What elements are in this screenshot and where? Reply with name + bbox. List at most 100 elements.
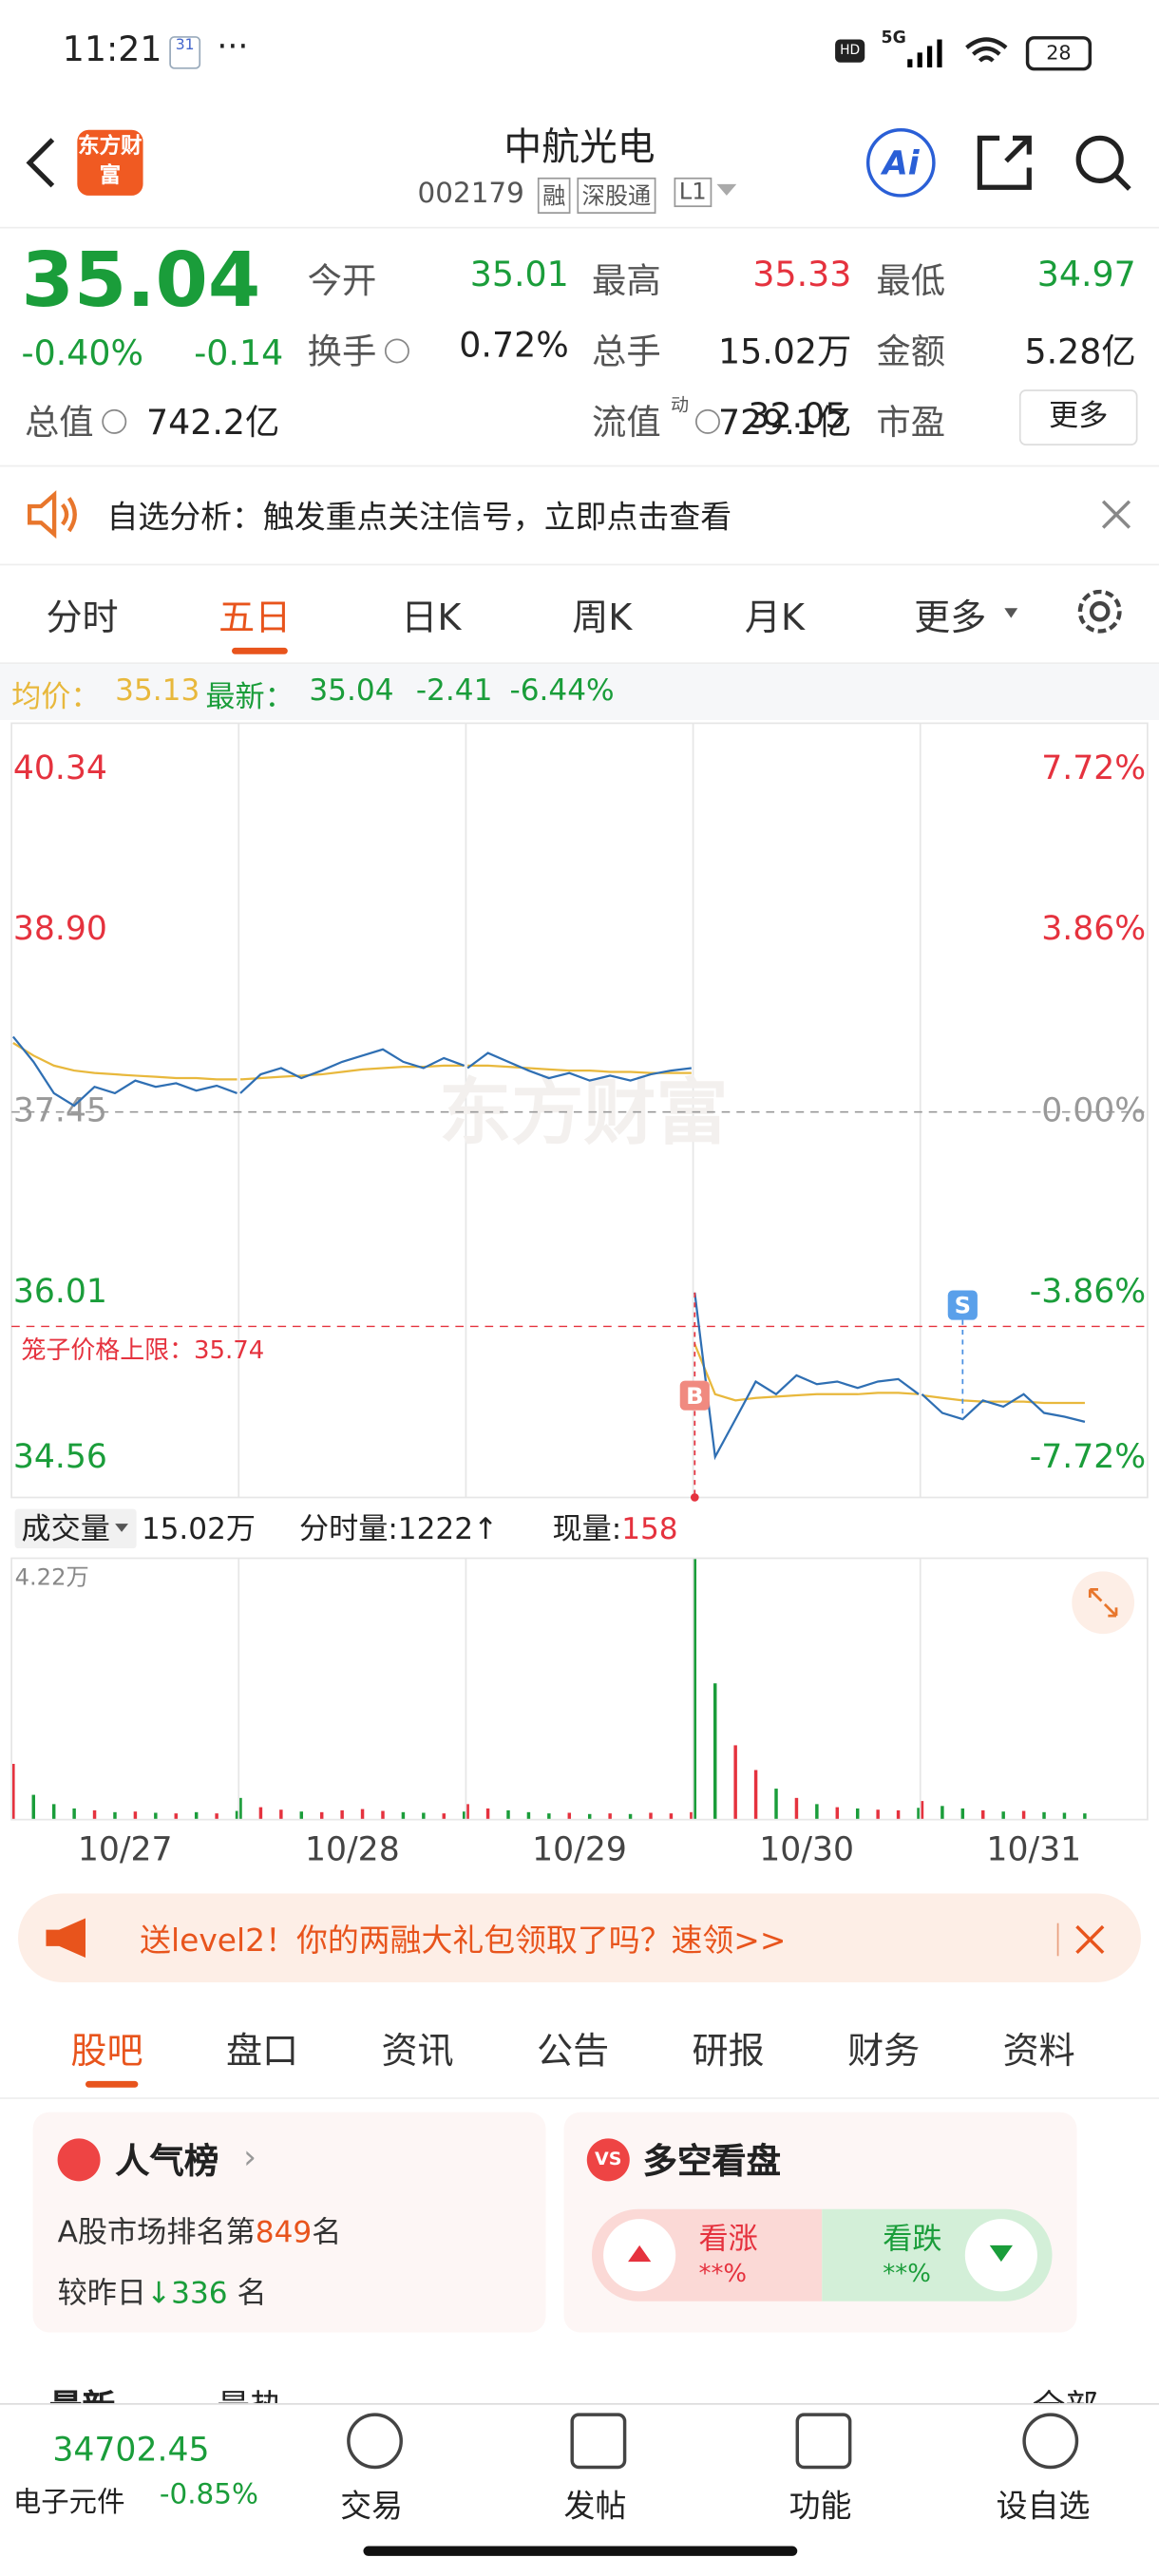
field-label: 今开	[307, 261, 377, 301]
divider	[0, 464, 1159, 467]
divider	[0, 563, 1159, 566]
y-tick-label: 34.56	[13, 1438, 107, 1476]
home-indicator	[363, 2546, 798, 2556]
latest-label: 最新：	[205, 680, 294, 715]
volume-bar	[1042, 1811, 1046, 1820]
volume-bar	[92, 1809, 97, 1820]
tab[interactable]: 月K	[744, 597, 805, 640]
tab[interactable]: 五日	[218, 597, 292, 640]
section-tab[interactable]: 公告	[537, 2031, 610, 2074]
status-time: 11:21	[62, 29, 162, 69]
volume-bar	[442, 1813, 446, 1820]
text-span: 158	[621, 1512, 677, 1546]
tab[interactable]: 日K	[401, 597, 462, 640]
section-tab[interactable]: 资料	[1002, 2031, 1075, 2074]
buy-marker: B	[686, 1383, 703, 1410]
info-bar	[0, 664, 1159, 720]
volume-bar	[855, 1808, 860, 1820]
volume-bar	[319, 1811, 324, 1820]
volume-bar	[422, 1812, 426, 1820]
x-tick-label: 10/28	[305, 1831, 400, 1869]
back-button[interactable]	[20, 135, 63, 191]
avg-line	[12, 1042, 238, 1081]
section-tab[interactable]: 研报	[692, 2031, 765, 2074]
expand-icon	[1088, 1588, 1118, 1618]
nav-label[interactable]: 交易	[340, 2488, 403, 2526]
price-line	[921, 1392, 1086, 1423]
volume-bar	[649, 1812, 653, 1820]
volume-frame	[10, 1557, 1149, 1821]
index-value[interactable]: 34702.45	[52, 2429, 210, 2470]
index-change[interactable]: -0.85%	[159, 2478, 258, 2512]
up-arrow	[628, 2245, 652, 2263]
banner-close[interactable]	[1074, 1923, 1107, 1957]
dropdown-arrow	[1004, 608, 1018, 618]
delta-prefix: 较昨日	[57, 2276, 147, 2312]
pe-mark: 动	[671, 394, 690, 416]
volume-bar	[299, 1811, 304, 1820]
section-tab[interactable]: 财务	[847, 2031, 921, 2074]
volume-bar	[690, 1811, 694, 1820]
battery: 28	[1025, 36, 1092, 71]
divider	[0, 662, 1159, 665]
buy-marker-bg	[679, 1380, 710, 1411]
volume-bar	[360, 1809, 365, 1820]
index-name[interactable]: 电子元件	[12, 2487, 125, 2520]
price-line	[239, 1048, 466, 1094]
tab[interactable]: 分时	[46, 597, 119, 640]
dropdown-arrow	[716, 183, 737, 196]
tab-indicator	[232, 647, 288, 654]
volume-bar	[462, 1811, 466, 1820]
field-value: 35.01	[469, 255, 569, 294]
divider	[0, 226, 1159, 229]
section-tab[interactable]: 资讯	[381, 2031, 454, 2074]
volume-bar	[774, 1789, 778, 1820]
notice-text[interactable]: 自选分析：触发重点关注信号，立即点击查看	[106, 500, 732, 537]
latest-change: -2.41	[415, 673, 493, 709]
nav-label[interactable]: 设自选	[996, 2488, 1091, 2526]
share-button[interactable]	[973, 131, 1036, 194]
more-button[interactable]: 更多	[1018, 389, 1138, 445]
volume-bar	[215, 1813, 218, 1820]
popularity-card[interactable]	[32, 2112, 546, 2333]
y2-tick-label: -7.72%	[1030, 1438, 1146, 1476]
signal-icon	[907, 39, 942, 67]
volume-bar	[628, 1813, 633, 1820]
banner[interactable]	[18, 1893, 1141, 1982]
nav-label[interactable]: 发帖	[563, 2488, 627, 2526]
stock-name: 中航光电	[504, 126, 656, 170]
ai-button[interactable]: Ai	[865, 127, 936, 198]
volume-bar	[154, 1812, 158, 1820]
settings-button[interactable]	[1074, 585, 1126, 637]
nav-label[interactable]: 功能	[788, 2488, 852, 2526]
megaphone-icon	[46, 1918, 86, 1959]
rank: 849	[255, 2215, 313, 2251]
volume-bar	[526, 1811, 531, 1820]
close-button[interactable]	[1100, 498, 1133, 531]
nav-icon	[347, 2413, 403, 2470]
tab[interactable]: 更多	[914, 597, 987, 640]
section-tab[interactable]: 股吧	[70, 2031, 143, 2074]
volume-bar	[693, 1558, 697, 1820]
app-logo: 东方财富	[77, 129, 143, 196]
avg-line	[239, 1064, 465, 1081]
current-volume: 现量:158	[552, 1512, 677, 1546]
banner-text[interactable]: 送level2！你的两融大礼包领取了吗？速领>>	[140, 1923, 787, 1960]
y2-tick-label: 3.86%	[1041, 910, 1146, 948]
volume-bar	[238, 1797, 242, 1820]
more-dots: ···	[217, 26, 249, 66]
divider	[0, 2097, 1159, 2099]
y2-tick-label: 7.72%	[1041, 749, 1146, 787]
volume-bar	[258, 1807, 263, 1820]
field-value: 729.1亿	[718, 402, 852, 443]
field-label: 市盈	[876, 402, 946, 443]
tab[interactable]: 周K	[572, 597, 633, 640]
search-button[interactable]	[1072, 131, 1134, 194]
hd-icon: HD	[835, 39, 865, 63]
bear-label: 看跌	[883, 2222, 942, 2257]
section-tab[interactable]: 盘口	[225, 2031, 299, 2074]
volume-bar	[835, 1807, 840, 1820]
change-pct: -0.40%	[21, 333, 144, 373]
volume-bar	[1001, 1811, 1005, 1820]
rank-prefix: A股市场排名第	[57, 2215, 256, 2251]
